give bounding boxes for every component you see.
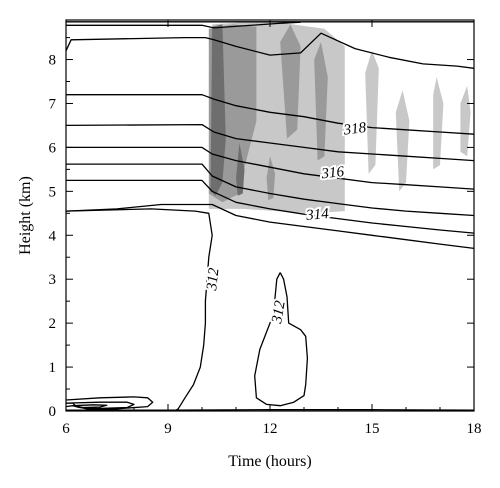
y-tick-label-8: 8: [49, 53, 57, 69]
x-tick-label-3: 15: [365, 421, 380, 437]
y-tick-label-3: 3: [49, 272, 57, 288]
contour-labels: 318 316 314 312 312: [202, 118, 369, 328]
contour-lines: [65, 21, 475, 412]
shaded-region-dark-10: [236, 143, 245, 196]
contour-label-4: 312: [269, 299, 289, 325]
contour-line-6: [66, 163, 475, 217]
shaded-region-dark-9: [210, 24, 226, 196]
x-tick-label-4: 18: [467, 421, 482, 437]
shaded-regions: [208, 22, 471, 214]
contour-line-5: [66, 146, 475, 190]
x-axis-title: Time (hours): [228, 453, 311, 470]
x-tick-label-1: 9: [164, 421, 172, 437]
contour-line-8: [65, 203, 475, 250]
contour-label-3: 312: [204, 267, 222, 293]
shaded-region-light-1: [365, 50, 379, 174]
contour-label-0: 318: [342, 120, 368, 139]
y-tick-label-0: 0: [49, 404, 57, 420]
contour-line-3: [66, 94, 475, 135]
x-tick-label-0: 6: [62, 421, 70, 437]
contour-line-7: [66, 179, 475, 234]
contour-label-1: 316: [320, 164, 346, 182]
contour-line-13: [72, 404, 108, 409]
shaded-region-light-3: [433, 77, 444, 170]
shaded-region-light-2: [395, 90, 410, 192]
shaded-region-mid-7: [314, 42, 328, 161]
contour-line-10: [254, 272, 309, 407]
y-tick-label-5: 5: [49, 184, 57, 200]
shaded-region-light-4: [460, 85, 471, 157]
contour-line-4: [65, 123, 475, 162]
y-tick-label-7: 7: [49, 96, 57, 112]
contour-label-2: 314: [305, 206, 330, 224]
x-tick-label-2: 12: [263, 421, 278, 437]
contour-line-9: [65, 208, 213, 412]
y-tick-label-1: 1: [49, 360, 57, 376]
y-tick-label-6: 6: [49, 140, 57, 156]
contour-line-2: [65, 32, 475, 69]
y-tick-label-4: 4: [49, 228, 57, 244]
y-tick-label-2: 2: [49, 316, 57, 332]
y-axis-title: Height (km): [17, 176, 34, 255]
contour-line-1: [66, 21, 301, 29]
